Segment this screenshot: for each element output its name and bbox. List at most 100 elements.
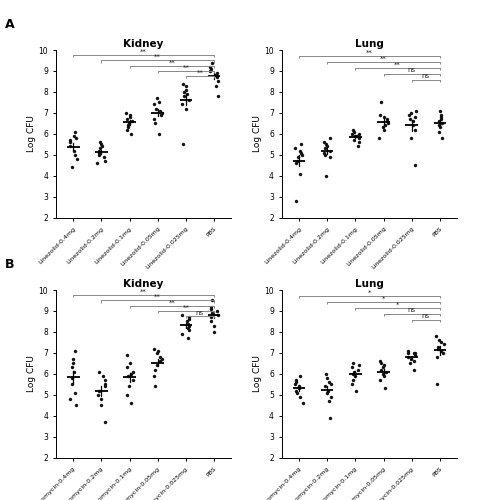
- Point: [382, 368, 390, 376]
- Point: [101, 382, 109, 390]
- Point: [296, 393, 303, 401]
- Point: [320, 148, 327, 156]
- Point: [153, 349, 161, 357]
- Point: [182, 104, 190, 112]
- Point: [158, 355, 166, 363]
- Point: [153, 94, 161, 102]
- Point: [434, 342, 441, 350]
- Point: [184, 324, 191, 332]
- Point: [180, 92, 188, 100]
- Point: [348, 364, 356, 372]
- Point: [321, 144, 329, 152]
- Point: [300, 399, 307, 407]
- Point: [122, 109, 130, 117]
- Point: [438, 134, 446, 142]
- Text: ns: ns: [196, 310, 204, 316]
- Point: [352, 386, 359, 394]
- Point: [214, 311, 222, 319]
- Point: [437, 113, 445, 121]
- Point: [323, 172, 330, 179]
- Point: [411, 351, 419, 359]
- Point: [97, 395, 105, 403]
- Point: [296, 146, 303, 154]
- Point: [353, 132, 361, 140]
- Point: [180, 88, 188, 96]
- Point: [383, 115, 391, 123]
- Point: [213, 73, 221, 81]
- Y-axis label: Log CFU: Log CFU: [27, 356, 36, 392]
- Point: [325, 378, 333, 386]
- Point: [69, 364, 77, 372]
- Point: [293, 378, 300, 386]
- Point: [207, 305, 215, 313]
- Point: [350, 128, 357, 136]
- Point: [378, 366, 385, 374]
- Text: *: *: [368, 290, 371, 296]
- Point: [323, 142, 330, 150]
- Text: **: **: [394, 62, 401, 68]
- Point: [154, 346, 162, 354]
- Point: [72, 388, 80, 396]
- Text: **: **: [380, 56, 387, 62]
- Point: [96, 138, 104, 146]
- Point: [378, 360, 385, 368]
- Point: [123, 115, 131, 123]
- Text: ns: ns: [422, 314, 430, 320]
- Point: [407, 134, 415, 142]
- Text: ns: ns: [408, 308, 416, 314]
- Point: [297, 140, 305, 148]
- Y-axis label: Log CFU: Log CFU: [27, 116, 36, 152]
- Point: [292, 380, 300, 388]
- Point: [355, 142, 362, 150]
- Point: [355, 134, 363, 142]
- Point: [93, 159, 101, 167]
- Point: [66, 138, 74, 146]
- Point: [380, 362, 388, 370]
- Point: [407, 109, 415, 117]
- Point: [327, 146, 334, 154]
- Point: [214, 69, 221, 77]
- Point: [152, 104, 160, 112]
- Point: [182, 86, 190, 94]
- Point: [411, 126, 419, 134]
- Point: [99, 372, 107, 380]
- Point: [73, 134, 81, 142]
- Point: [70, 368, 78, 376]
- Point: [68, 380, 76, 388]
- Point: [351, 132, 359, 140]
- Point: [292, 196, 300, 205]
- Point: [209, 296, 217, 304]
- Point: [185, 313, 193, 321]
- Point: [150, 100, 158, 108]
- Point: [380, 124, 387, 132]
- Point: [294, 153, 301, 161]
- Point: [183, 90, 191, 98]
- Point: [211, 71, 218, 79]
- Title: Lung: Lung: [355, 39, 384, 49]
- Point: [155, 98, 163, 106]
- Point: [405, 111, 413, 119]
- Point: [97, 140, 105, 148]
- Point: [376, 376, 384, 384]
- Point: [150, 344, 158, 352]
- Point: [150, 115, 158, 123]
- Point: [352, 372, 359, 380]
- Point: [327, 380, 335, 388]
- Point: [292, 386, 300, 394]
- Point: [71, 346, 79, 354]
- Point: [126, 111, 134, 119]
- Point: [349, 376, 357, 384]
- Point: [101, 376, 109, 384]
- Point: [379, 364, 387, 372]
- Point: [326, 153, 334, 161]
- Point: [293, 157, 301, 165]
- Point: [297, 148, 304, 156]
- Point: [409, 366, 417, 374]
- Point: [151, 120, 159, 128]
- Point: [404, 346, 412, 354]
- Point: [127, 370, 135, 378]
- Text: B: B: [5, 258, 14, 270]
- Point: [436, 128, 443, 136]
- Point: [404, 353, 412, 361]
- Point: [123, 126, 131, 134]
